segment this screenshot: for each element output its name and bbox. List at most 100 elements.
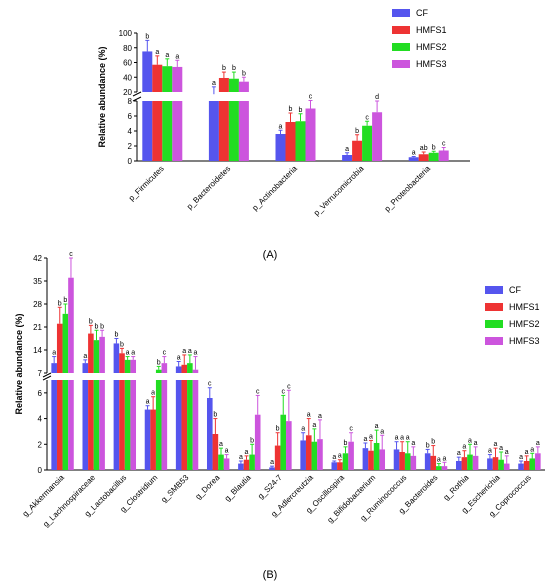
category-label: g_Dorea: [194, 473, 222, 501]
bar-upper: [130, 359, 137, 373]
bar: [181, 380, 188, 470]
significance-letter: b: [431, 439, 435, 446]
significance-letter: b: [95, 323, 99, 330]
y-tick-label: 6: [38, 389, 43, 398]
bar: [62, 380, 69, 470]
bar: [243, 459, 250, 470]
significance-letter: a: [219, 441, 223, 448]
bar: [249, 454, 255, 470]
legend-swatch: [485, 320, 503, 328]
bar: [208, 101, 219, 161]
legend-label: HMFS3: [416, 59, 447, 69]
significance-letter: a: [182, 348, 186, 355]
bar: [430, 455, 437, 470]
legend-label: CF: [416, 8, 428, 18]
significance-letter: a: [406, 435, 410, 442]
legend-swatch: [485, 303, 503, 311]
bar-upper: [113, 343, 120, 373]
bar-upper: [82, 363, 89, 373]
significance-letter: ab: [420, 145, 428, 152]
bar-upper: [238, 81, 249, 92]
bar: [212, 434, 219, 470]
significance-letter: a: [525, 449, 529, 456]
bar: [492, 457, 499, 470]
legend-label: HMFS1: [416, 25, 447, 35]
bar: [337, 462, 343, 470]
bar-upper: [181, 364, 188, 373]
bar: [305, 435, 312, 470]
bar: [172, 101, 183, 161]
significance-letter: b: [120, 341, 124, 348]
bar: [399, 452, 405, 470]
legend-swatch: [392, 9, 410, 17]
axis-break-mark: [132, 96, 142, 102]
legend-label: HMFS2: [416, 42, 447, 52]
significance-letter: a: [530, 446, 534, 453]
bar: [535, 453, 541, 470]
significance-letter: b: [145, 33, 149, 40]
bar: [161, 380, 168, 470]
y-tick-label: 40: [123, 73, 132, 82]
significance-letter: a: [177, 355, 181, 362]
y-tick-label: 14: [33, 346, 42, 355]
bar: [362, 125, 373, 161]
bar-upper: [187, 363, 193, 373]
bar: [461, 457, 468, 470]
significance-letter: a: [239, 454, 243, 461]
bar-upper: [175, 366, 182, 373]
significance-letter: a: [338, 453, 342, 460]
axis-break-mark: [42, 375, 52, 381]
y-tick-label: 2: [38, 440, 43, 449]
category-label: g_Blautia: [223, 473, 253, 503]
significance-letter: a: [536, 440, 540, 447]
category-label: g_Lachnospiraceae: [41, 473, 97, 529]
y-axis-label: Relative abundance (%): [14, 313, 24, 414]
significance-letter: c: [442, 141, 446, 148]
significance-letter: a: [380, 428, 384, 435]
y-tick-label: 8: [128, 97, 133, 106]
bar: [362, 448, 369, 470]
bar: [487, 458, 493, 470]
significance-letter: a: [363, 436, 367, 443]
bar: [438, 150, 449, 161]
bar-upper: [162, 66, 173, 92]
y-tick-label: 7: [38, 369, 43, 378]
significance-letter: b: [355, 128, 359, 135]
bar-upper: [124, 359, 131, 373]
bar: [300, 440, 306, 470]
bar: [119, 380, 125, 470]
bar-upper: [51, 363, 57, 373]
category-label: p_Firmicutes: [127, 164, 166, 203]
significance-letter: b: [250, 437, 254, 444]
significance-letter: b: [100, 323, 104, 330]
significance-letter: b: [213, 412, 217, 419]
bar: [275, 134, 286, 161]
bar: [523, 461, 530, 470]
significance-letter: a: [411, 440, 415, 447]
significance-letter: b: [157, 359, 161, 366]
bar-upper: [142, 51, 153, 92]
category-label: g_Rothia: [442, 473, 471, 502]
significance-letter: b: [89, 318, 93, 325]
significance-letter: c: [208, 381, 212, 388]
significance-letter: a: [375, 423, 379, 430]
bar-upper: [119, 353, 125, 373]
bar-upper: [172, 66, 183, 92]
significance-letter: a: [52, 350, 56, 357]
significance-letter: a: [301, 426, 305, 433]
bar: [280, 414, 287, 470]
significance-letter: b: [344, 440, 348, 447]
significance-letter: c: [69, 251, 73, 258]
category-label: g_SMB53: [159, 473, 191, 505]
legend-swatch: [392, 60, 410, 68]
significance-letter: a: [165, 52, 169, 59]
significance-letter: a: [437, 457, 441, 464]
bar-upper: [155, 369, 162, 373]
significance-letter: a: [412, 150, 416, 157]
category-label: g_S24-7: [256, 473, 284, 501]
bar: [455, 461, 462, 470]
bar: [410, 455, 417, 470]
significance-letter: a: [488, 448, 492, 455]
legend-label: HMFS1: [509, 302, 540, 312]
